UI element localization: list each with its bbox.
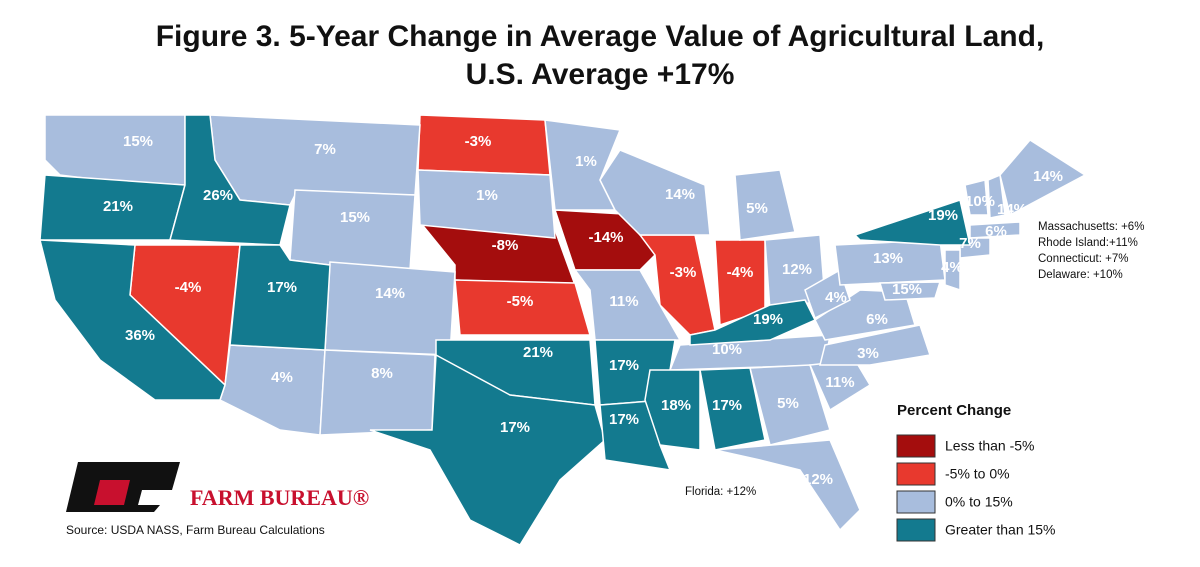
state — [734, 169, 796, 241]
state — [219, 344, 326, 436]
state — [39, 239, 226, 401]
state-label: 17% — [712, 397, 742, 414]
state — [969, 221, 1021, 239]
legend-swatch — [896, 518, 936, 542]
state-label: 3% — [857, 345, 879, 362]
legend-swatch — [896, 434, 936, 458]
state — [44, 114, 186, 186]
state-label: 11% — [825, 374, 854, 391]
state-label: 26% — [203, 187, 233, 204]
state-label: -4% — [175, 279, 202, 296]
state-label: -14% — [588, 229, 623, 246]
state — [644, 369, 701, 451]
state-label: 12% — [782, 261, 812, 278]
state-label: 5% — [777, 395, 799, 412]
state-label: 14% — [1033, 168, 1063, 185]
state-label: 15% — [340, 209, 370, 226]
state-label: 10% — [965, 193, 995, 210]
state-label: 19% — [928, 207, 958, 224]
state — [229, 244, 331, 351]
state-label: 7% — [959, 235, 981, 252]
state-label: 15% — [123, 133, 153, 150]
legend-label: -5% to 0% — [945, 466, 1010, 482]
title-line: Figure 3. 5-Year Change in Average Value… — [156, 20, 1045, 53]
legend-title: Percent Change — [897, 402, 1011, 419]
state — [689, 299, 817, 346]
state-label: 6% — [985, 223, 1007, 240]
legend: Percent Change Less than -5% -5% to 0% 0% … — [896, 402, 1056, 542]
state-label: 12% — [803, 471, 833, 488]
state — [599, 149, 711, 236]
legend-label: Less than -5% — [945, 438, 1035, 454]
state-label: 17% — [609, 411, 639, 428]
state — [749, 364, 831, 446]
state-label: -8% — [492, 237, 519, 254]
states — [39, 114, 1087, 546]
state — [944, 249, 961, 292]
legend-swatch — [896, 490, 936, 514]
state — [987, 173, 1006, 219]
callout: Delaware: +10% — [1038, 269, 1123, 281]
state — [964, 179, 989, 216]
state — [714, 439, 861, 532]
legend-label: Greater than 15% — [945, 522, 1056, 538]
state-label: 1% — [476, 187, 498, 204]
state — [804, 268, 851, 320]
state-label: 15% — [892, 281, 922, 298]
legend-swatch — [896, 462, 936, 486]
logo: FARM BUREAU® — [66, 462, 369, 512]
state — [999, 139, 1087, 217]
legend-label: 0% to 15% — [945, 494, 1013, 510]
state-label: 17% — [500, 419, 530, 436]
state — [814, 289, 916, 341]
state-label: 10% — [712, 341, 742, 358]
state-label: 17% — [267, 279, 297, 296]
state — [289, 189, 416, 271]
state-label: 13% — [873, 250, 903, 267]
state-label: -3% — [670, 264, 697, 281]
state-label: 36% — [125, 327, 155, 344]
state-label: 21% — [103, 198, 133, 215]
state-label: 6% — [866, 311, 888, 328]
state-label: 11% — [609, 293, 638, 310]
logo-mark — [94, 480, 130, 505]
state-label: 8% — [371, 365, 393, 382]
state-label: 14% — [665, 186, 695, 203]
state-label: 17% — [609, 357, 639, 374]
state-label: 5% — [746, 200, 768, 217]
state — [819, 324, 931, 366]
callout: Massachusetts: +6% — [1038, 221, 1144, 233]
state-label: 19% — [753, 311, 783, 328]
callout: Connecticut: +7% — [1038, 253, 1128, 265]
state — [879, 281, 942, 301]
state-label: 4% — [825, 289, 847, 306]
state-label: 14% — [375, 285, 405, 302]
state-label: 7% — [314, 141, 336, 158]
state — [417, 169, 556, 239]
callout: Florida: +12% — [685, 486, 756, 498]
state — [573, 269, 682, 341]
state-label: -5% — [507, 293, 534, 310]
callout: Rhode Island:+11% — [1038, 237, 1138, 249]
logo-text: FARM BUREAU® — [190, 485, 369, 510]
state — [319, 349, 436, 436]
title-line: U.S. Average +17% — [466, 58, 735, 91]
state — [853, 199, 971, 246]
state-label: 21% — [523, 344, 553, 361]
state — [369, 353, 606, 546]
state-label: -4% — [727, 264, 754, 281]
state — [699, 367, 766, 451]
source: Source: USDA NASS, Farm Bureau Calculati… — [66, 523, 325, 537]
state — [169, 114, 291, 246]
state-label: 4% — [271, 369, 293, 386]
state-label: -3% — [465, 133, 492, 150]
state-label: 4% — [941, 259, 963, 276]
state-label: 18% — [661, 397, 691, 414]
state — [454, 279, 591, 336]
state-label: 1% — [575, 153, 597, 170]
state-labels: -8% -14% -3% -4% -5% -3% -4% 15% 7% 15% 1% 1% 14% 4% 8… — [103, 133, 1063, 488]
state-label: 14% — [997, 201, 1027, 218]
